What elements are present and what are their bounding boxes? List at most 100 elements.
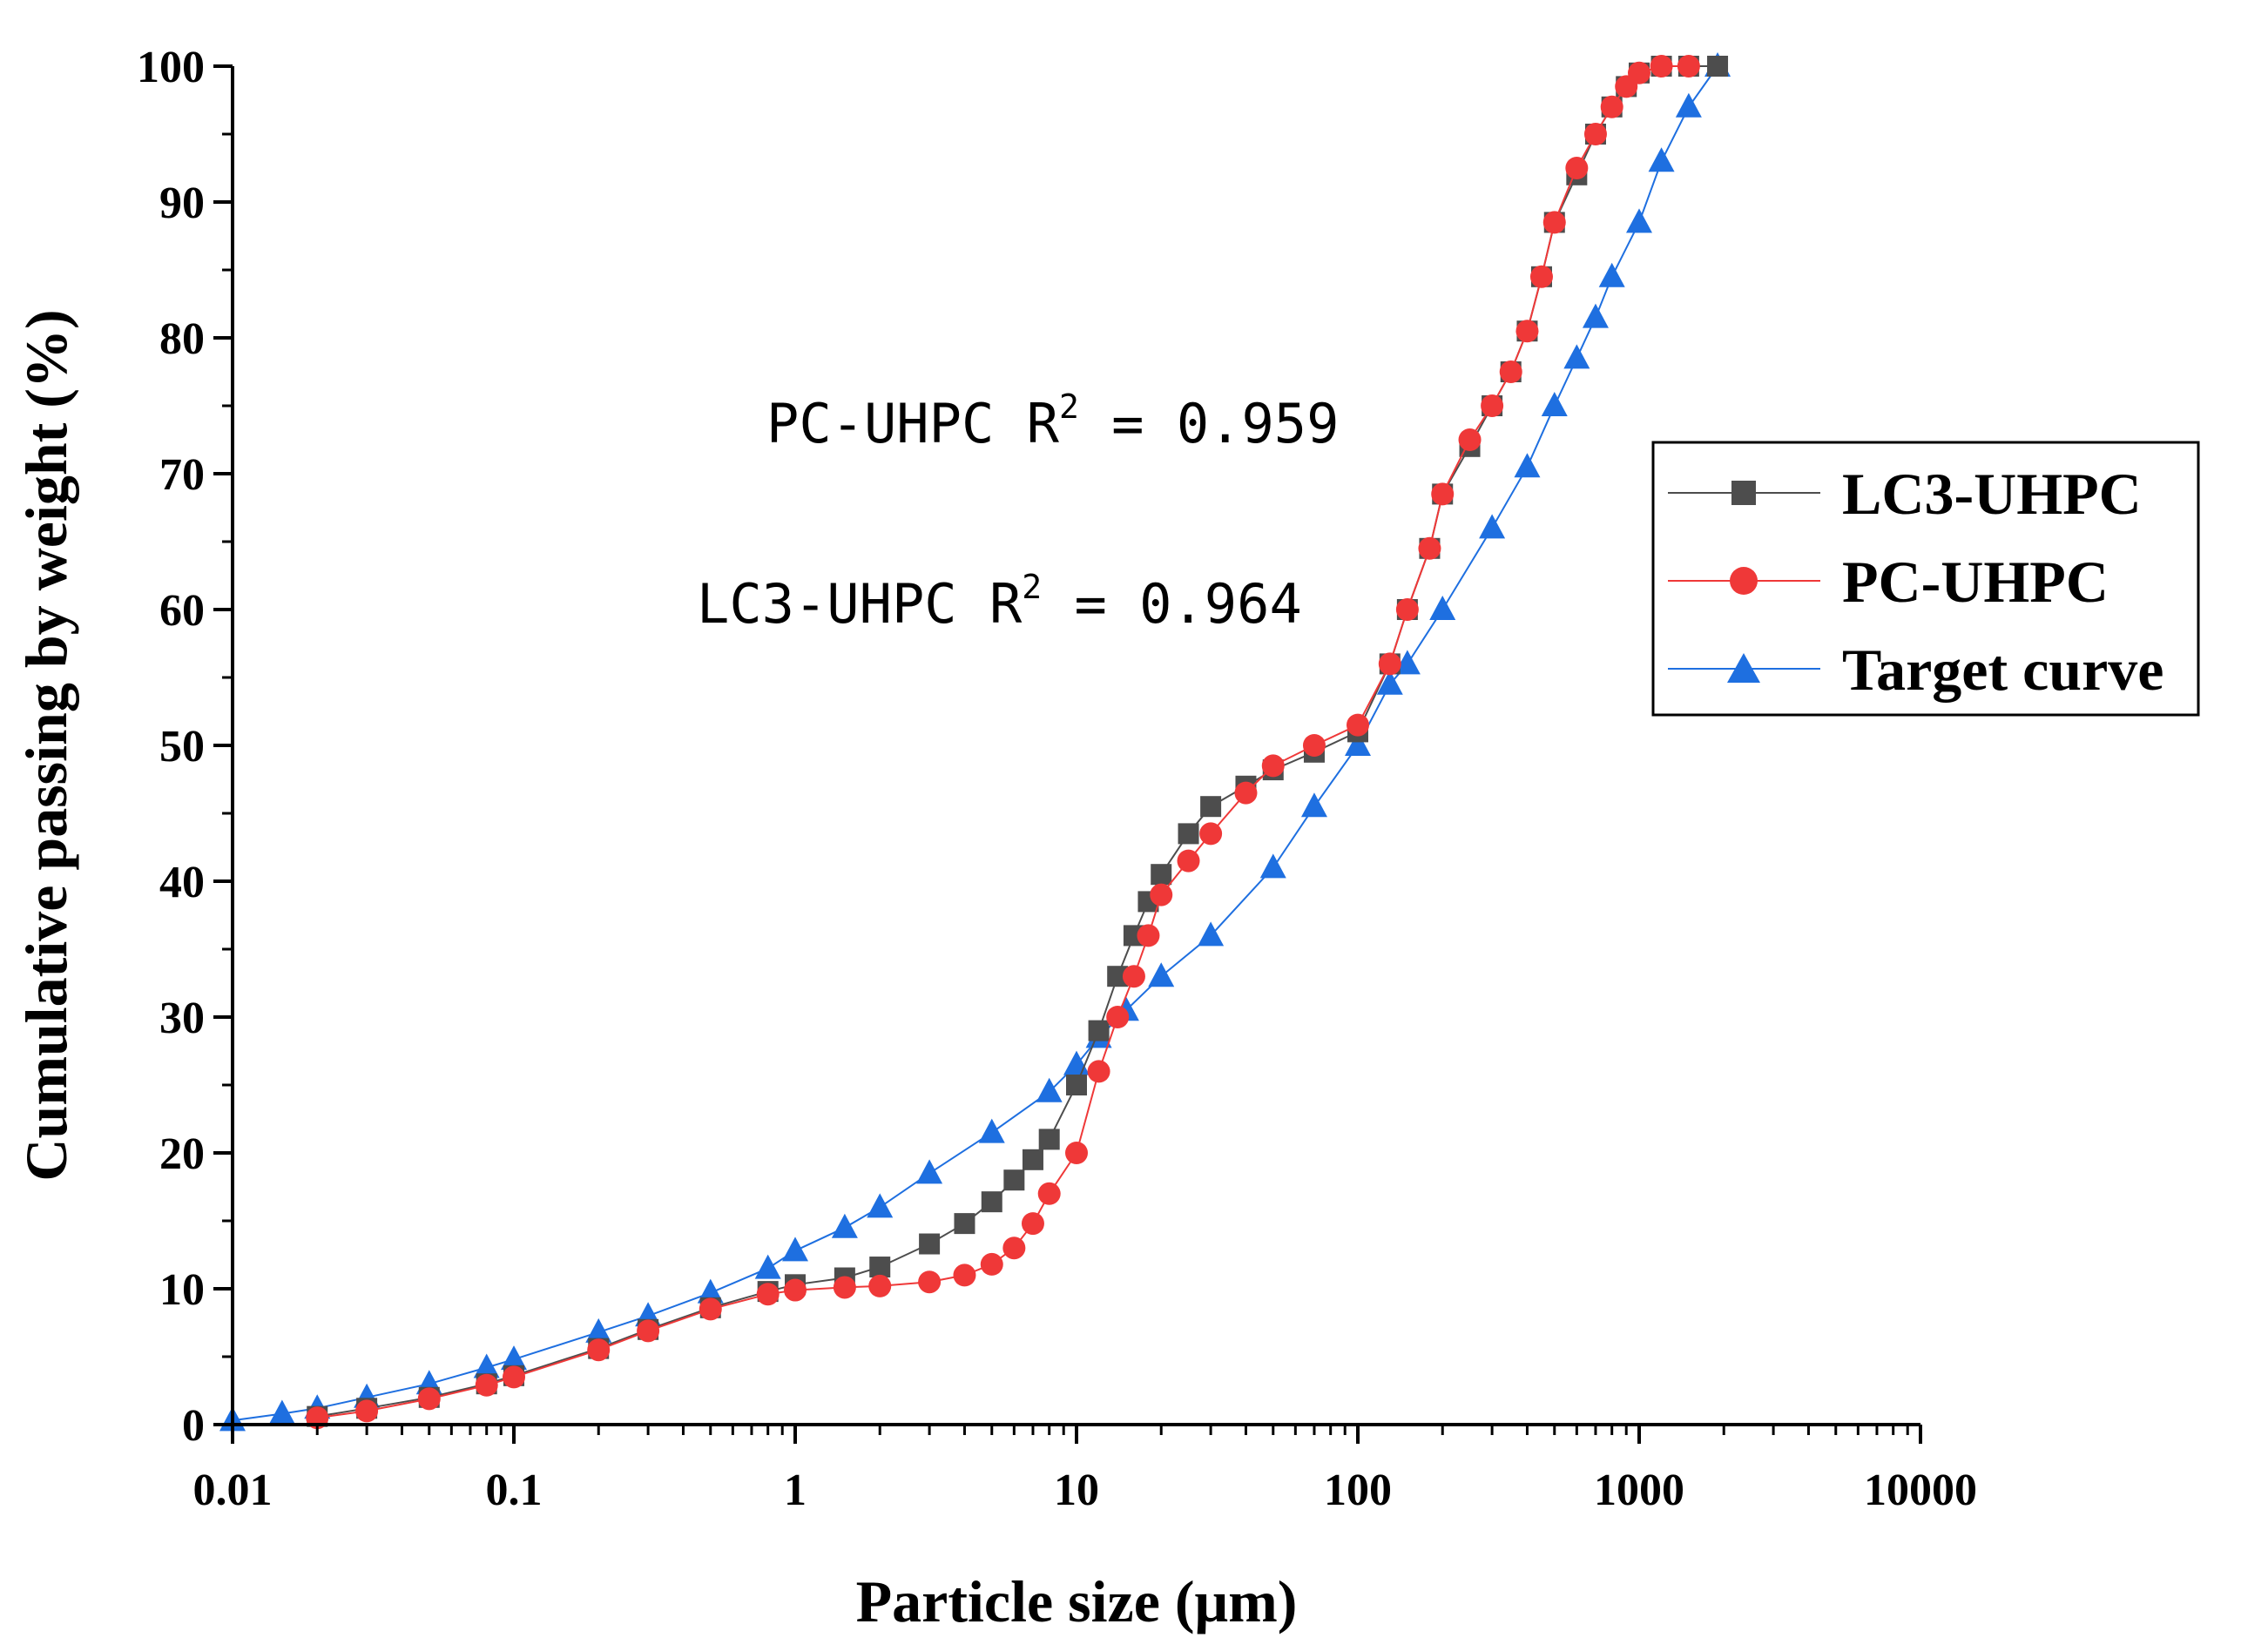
data-point-pc-uhpc xyxy=(1106,1006,1130,1028)
legend-label-lc3-uhpc: LC3-UHPC xyxy=(1842,461,2142,527)
data-point-pc-uhpc xyxy=(1302,734,1326,757)
data-point-target-curve xyxy=(585,1317,612,1343)
data-point-pc-uhpc xyxy=(784,1278,807,1302)
x-ticks: 0.01 0.1 1 10 100 1000 10000 xyxy=(193,1425,1977,1515)
data-point-lc3-uhpc xyxy=(1200,796,1222,818)
y-tick-label: 30 xyxy=(159,994,205,1043)
data-point-pc-uhpc xyxy=(1583,123,1607,145)
data-point-pc-uhpc xyxy=(756,1283,780,1306)
data-point-target-curve xyxy=(1582,303,1609,328)
data-point-lc3-uhpc xyxy=(954,1213,975,1235)
series-line-lc3-uhpc xyxy=(317,65,1718,1418)
data-point-pc-uhpc xyxy=(1600,95,1623,118)
data-point-target-curve xyxy=(1675,92,1702,118)
data-point-pc-uhpc xyxy=(1542,211,1566,234)
data-point-pc-uhpc xyxy=(868,1274,892,1297)
data-point-target-curve xyxy=(501,1345,527,1371)
data-point-target-curve xyxy=(1394,650,1421,675)
data-point-lc3-uhpc xyxy=(1066,1075,1087,1095)
legend-item-lc3-uhpc: LC3-UHPC xyxy=(1668,461,2142,527)
data-point-target-curve xyxy=(916,1159,943,1184)
data-point-pc-uhpc xyxy=(1650,55,1673,77)
y-tick-label: 70 xyxy=(159,450,205,500)
data-point-target-curve xyxy=(978,1118,1005,1143)
data-point-pc-uhpc xyxy=(1037,1182,1061,1205)
annotation-lc3-uhpc-r2: LC3-UHPC R2 = 0.964 xyxy=(697,568,1302,636)
data-point-lc3-uhpc xyxy=(869,1257,891,1278)
data-point-pc-uhpc xyxy=(1395,598,1419,621)
data-point-pc-uhpc xyxy=(503,1365,525,1389)
axes: 0.01 0.1 1 10 100 1000 10000 0 10 20 30 40 50 60 70 80… xyxy=(137,43,1977,1515)
data-point-target-curve xyxy=(1626,208,1652,233)
x-tick-label: 100 xyxy=(1324,1466,1392,1515)
data-point-target-curve xyxy=(1198,921,1225,947)
data-point-pc-uhpc xyxy=(1150,883,1173,906)
data-point-pc-uhpc xyxy=(1199,822,1223,846)
x-tick-label: 1 xyxy=(784,1466,807,1515)
y-tick-label: 10 xyxy=(159,1265,205,1315)
data-point-pc-uhpc xyxy=(1677,55,1700,77)
y-tick-label: 50 xyxy=(159,722,205,772)
data-point-pc-uhpc xyxy=(980,1252,1003,1276)
x-tick-label: 10000 xyxy=(1864,1466,1977,1515)
data-point-pc-uhpc xyxy=(1431,482,1455,506)
data-point-target-curve xyxy=(1648,147,1675,172)
data-point-target-curve xyxy=(1429,596,1456,620)
data-point-target-curve xyxy=(473,1353,500,1378)
data-point-pc-uhpc xyxy=(1515,320,1539,343)
series-target-curve xyxy=(219,52,1731,1432)
data-point-pc-uhpc xyxy=(1378,652,1401,676)
plot-series xyxy=(219,52,1731,1432)
y-ticks: 0 10 20 30 40 50 60 70 80 90 100 xyxy=(137,43,233,1451)
data-point-pc-uhpc xyxy=(1261,754,1285,778)
data-point-pc-uhpc xyxy=(1458,428,1482,451)
data-point-lc3-uhpc xyxy=(1003,1169,1025,1191)
data-point-pc-uhpc xyxy=(1481,394,1504,417)
data-point-lc3-uhpc xyxy=(1707,56,1729,77)
annotation-pc-uhpc-r2: PC-UHPC R2 = 0.959 xyxy=(766,387,1339,455)
x-tick-label: 0.1 xyxy=(486,1466,543,1515)
data-point-pc-uhpc xyxy=(833,1276,856,1299)
data-point-pc-uhpc xyxy=(475,1373,498,1397)
data-point-target-curve xyxy=(1514,453,1541,478)
data-point-target-curve xyxy=(1598,262,1625,287)
data-point-pc-uhpc xyxy=(1177,849,1200,873)
y-tick-label: 90 xyxy=(159,179,205,228)
data-point-pc-uhpc xyxy=(1137,924,1160,947)
data-point-lc3-uhpc xyxy=(1038,1129,1060,1150)
data-point-lc3-uhpc xyxy=(1022,1149,1043,1170)
data-point-target-curve xyxy=(1541,392,1568,416)
data-point-target-curve xyxy=(1479,514,1506,539)
data-point-pc-uhpc xyxy=(587,1338,611,1362)
data-point-pc-uhpc xyxy=(918,1270,942,1294)
y-axis-title: Cumulative passing by weight (%) xyxy=(13,309,79,1181)
y-tick-label: 100 xyxy=(137,43,205,92)
data-point-target-curve xyxy=(1036,1077,1063,1102)
data-point-target-curve xyxy=(754,1254,781,1279)
series-line-pc-uhpc xyxy=(317,65,1689,1419)
series-line-target-curve xyxy=(232,65,1718,1422)
data-point-target-curve xyxy=(867,1193,894,1218)
data-point-pc-uhpc xyxy=(1565,157,1589,179)
x-tick-label: 10 xyxy=(1054,1466,1099,1515)
data-point-lc3-uhpc xyxy=(981,1191,1002,1213)
data-point-target-curve xyxy=(697,1278,724,1304)
x-tick-label: 0.01 xyxy=(193,1466,273,1515)
y-tick-label: 60 xyxy=(159,586,205,636)
data-point-pc-uhpc xyxy=(1021,1212,1044,1236)
data-point-pc-uhpc xyxy=(1065,1142,1088,1164)
legend: LC3-UHPC PC-UHPC Target curve xyxy=(1651,441,2200,717)
series-lc3-uhpc xyxy=(307,56,1729,1427)
data-point-target-curve xyxy=(1376,670,1403,695)
x-tick-label: 1000 xyxy=(1594,1466,1684,1515)
data-point-pc-uhpc xyxy=(1087,1060,1110,1083)
legend-marker-pc-uhpc xyxy=(1730,567,1758,595)
data-point-target-curve xyxy=(1259,853,1286,879)
data-point-target-curve xyxy=(782,1237,808,1262)
data-point-target-curve xyxy=(1148,962,1175,987)
data-point-pc-uhpc xyxy=(1418,536,1441,560)
data-point-target-curve xyxy=(1300,792,1327,818)
legend-label-pc-uhpc: PC-UHPC xyxy=(1842,549,2109,615)
y-tick-label: 20 xyxy=(159,1129,205,1179)
